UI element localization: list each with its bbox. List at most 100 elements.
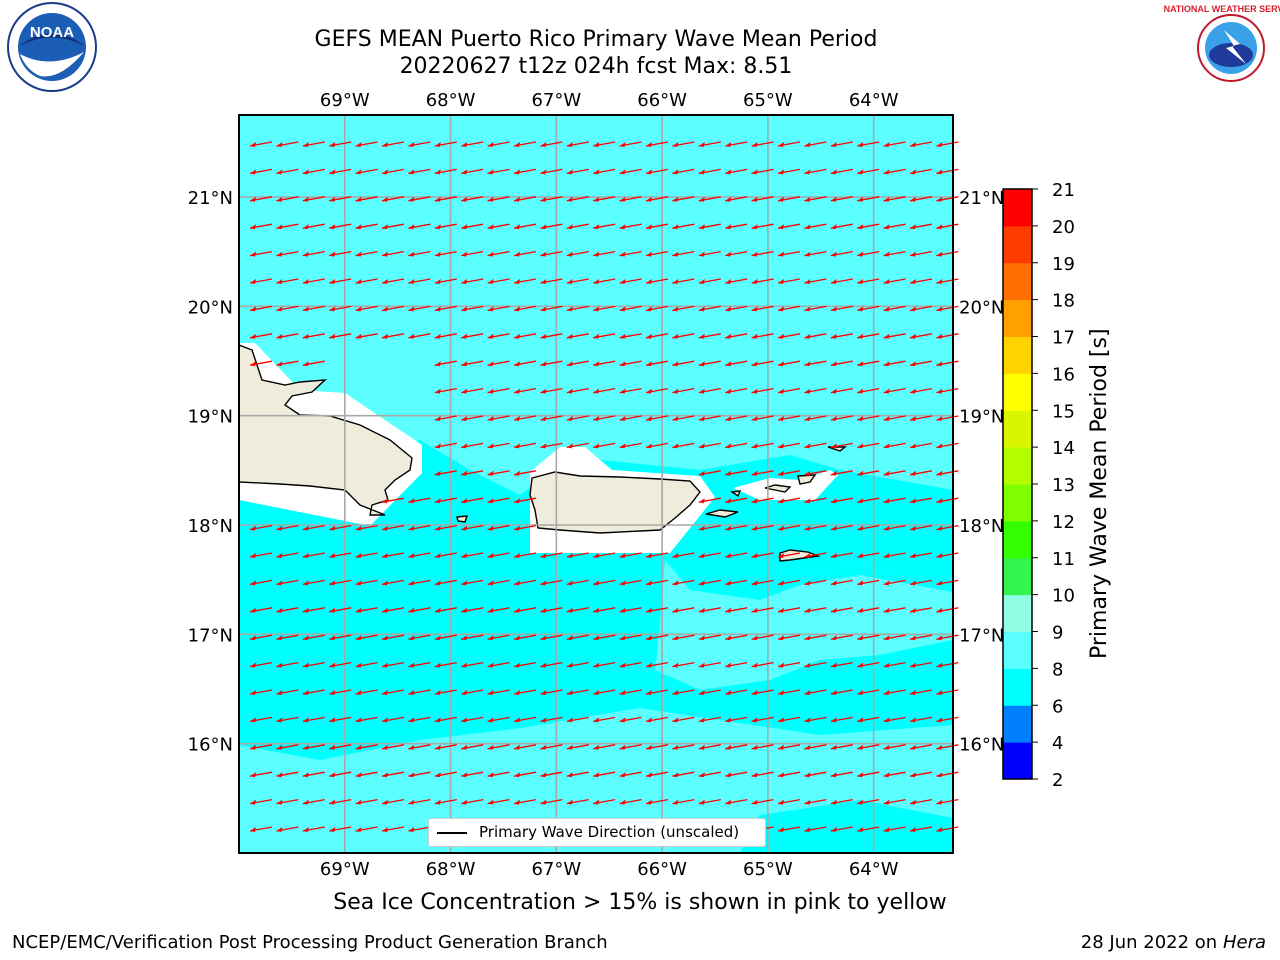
wave-arrow [909,689,933,695]
wave-arrow [355,278,378,284]
legend-line-swatch [437,832,467,834]
wave-arrow [249,579,273,586]
wave-arrow [698,387,721,394]
wave-arrow [302,771,325,778]
wave-arrow [381,497,405,504]
wave-arrow [566,744,589,750]
wave-arrow [619,360,642,367]
wave-arrow [434,689,457,695]
wave-arrow [487,415,510,421]
wave-arrow [777,470,801,476]
wave-arrow [513,387,537,394]
wave-arrow [566,716,589,723]
wave-arrow [777,634,801,641]
wave-arrow [857,196,880,202]
wave-arrow [645,744,669,750]
wave-arrow [777,579,801,586]
wave-arrow [461,442,484,449]
wave-arrow [593,442,616,449]
wave-arrow [936,826,959,832]
colorbar-tick-label: 13 [1052,475,1075,496]
wave-arrow [434,387,457,394]
wave-arrow [276,744,299,750]
wave-arrow [909,278,933,284]
wave-arrow [329,826,352,832]
wave-arrow [355,141,378,147]
wave-arrow [645,278,669,284]
wave-arrow [725,689,748,695]
wave-arrow [276,826,299,832]
wave-arrow [804,442,827,449]
wave-arrow [804,196,827,202]
wave-arrow [566,141,589,147]
wave-arrow [302,798,325,805]
wave-arrow [936,305,959,312]
wave-arrow [434,470,457,476]
wave-arrow [355,168,378,175]
wave-arrow [936,442,959,449]
wave-arrow [804,470,827,476]
wave-arrow [804,607,827,613]
wave-arrow [857,141,880,147]
wave-arrow [777,168,801,175]
wave-arrow [936,634,959,641]
wave-arrow [725,333,748,339]
colorbar-tick-label: 8 [1052,659,1063,680]
wave-arrow [461,196,484,202]
wave-arrow [461,168,484,175]
wave-arrow [804,168,827,175]
wave-arrow [804,524,827,531]
colorbar-tick-label: 4 [1052,733,1063,754]
wave-arrow [936,250,959,257]
wave-arrow [461,497,484,504]
wave-arrow [619,415,642,421]
wave-arrow [249,716,273,723]
wave-arrow [857,442,880,449]
wave-arrow [777,196,801,202]
noaa-logo-text: NOAA [30,24,74,41]
wave-arrow [381,716,405,723]
wave-arrow [461,305,484,312]
wave-arrow [461,798,484,805]
wave-arrow [804,305,827,312]
wave-arrow [434,579,457,586]
wave-arrow [513,305,537,312]
lat-label-left: 19°N [188,407,233,428]
wave-arrow [777,250,801,257]
wave-arrow [540,168,563,175]
wave-arrow [777,333,801,339]
wave-arrow [698,716,721,723]
wave-arrow [645,415,669,421]
wave-arrow [804,716,827,723]
wave-arrow [857,470,880,476]
wave-arrow [355,716,378,723]
wave-arrow [487,141,510,147]
wave-arrow [593,689,616,695]
wave-arrow [725,771,748,778]
wave-arrow [645,387,669,394]
wave-arrow [249,634,273,641]
wave-arrow [434,607,457,613]
wave-arrow [302,634,325,641]
wave-arrow [408,552,431,558]
wave-arrow [672,196,695,202]
wave-arrow [249,360,273,367]
wave-arrow [487,278,510,284]
wave-arrow [381,661,405,668]
wave-arrow [593,771,616,778]
wave-arrow [857,278,880,284]
wave-arrow [751,168,774,175]
wave-arrow [698,689,721,695]
wave-arrow [883,634,906,641]
wave-arrow [566,360,589,367]
wave-arrow [434,497,457,504]
wave-arrow [513,497,537,504]
wave-arrow [725,634,748,641]
wave-arrow [751,798,774,805]
wave-arrow [645,661,669,668]
colorbar-tick-label: 12 [1052,512,1075,533]
wave-arrow [276,689,299,695]
wave-arrow [672,579,695,586]
culebra-island [730,490,742,498]
wave-arrow [566,250,589,257]
